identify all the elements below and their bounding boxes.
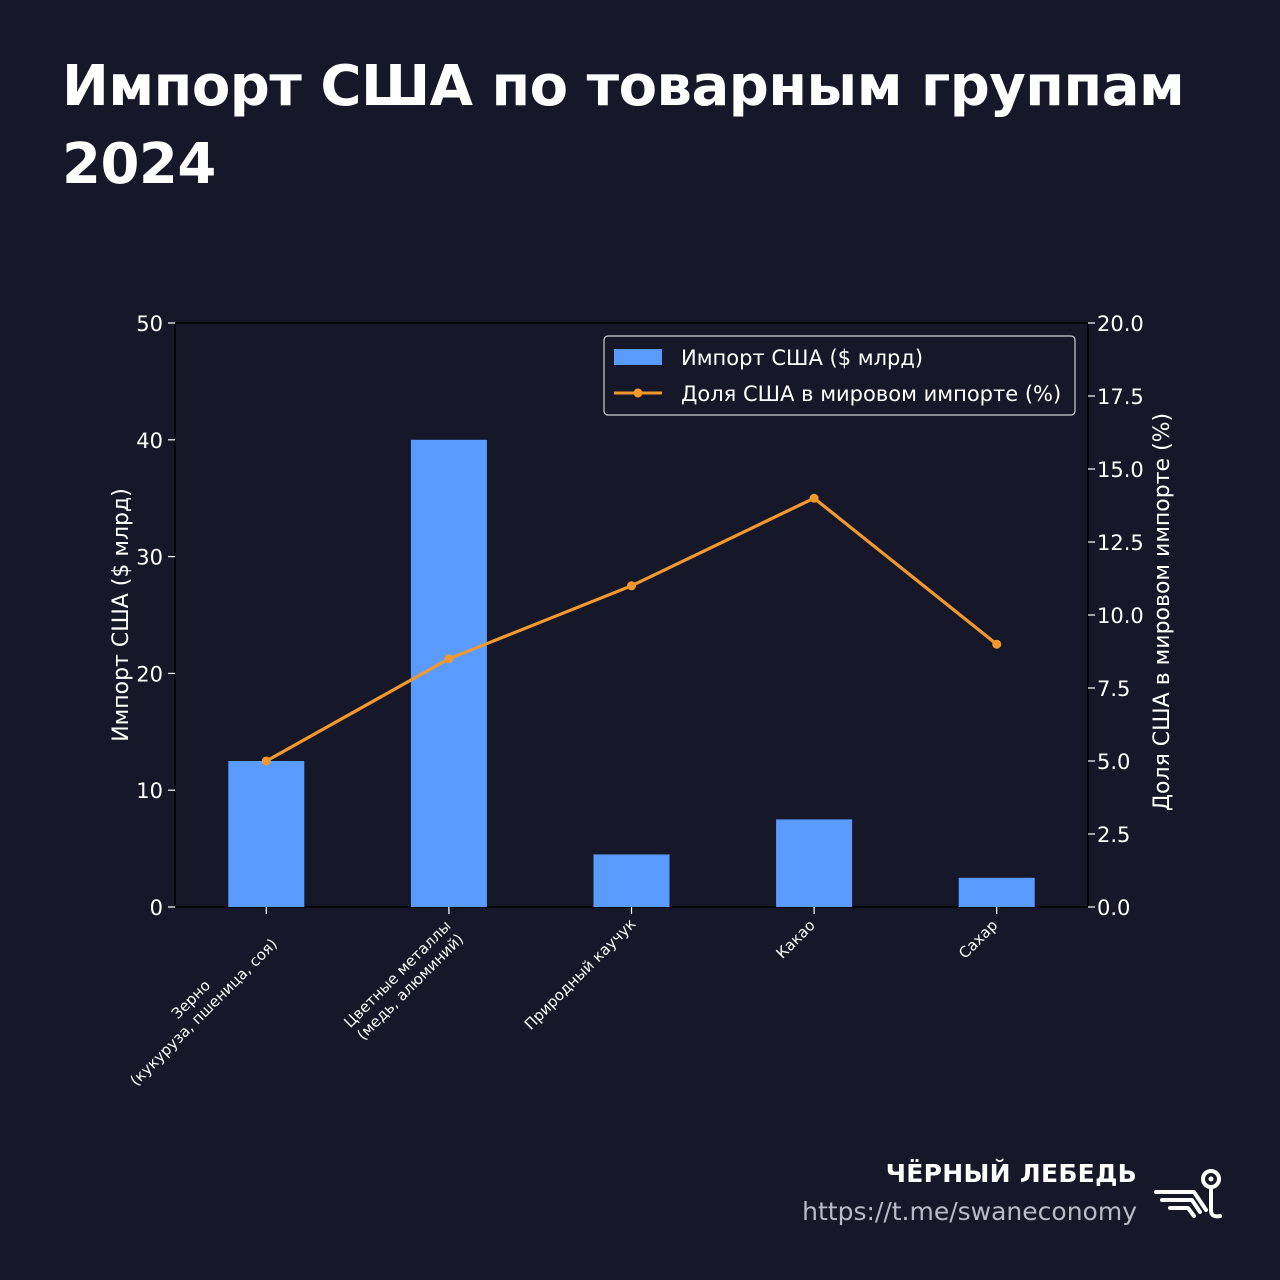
swan-logo-icon bbox=[1154, 1169, 1222, 1219]
telegram-link[interactable]: https://t.me/swaneconomy bbox=[802, 1197, 1137, 1226]
bar-3 bbox=[776, 819, 853, 907]
x-tick-label-line: Какао bbox=[773, 916, 819, 962]
share-point-1 bbox=[444, 654, 454, 664]
right-tick-label: 2.5 bbox=[1097, 823, 1130, 847]
bar-4 bbox=[958, 877, 1035, 907]
legend-box bbox=[603, 335, 1076, 416]
title-line-2: 2024 bbox=[62, 132, 216, 197]
y2-axis-label: Доля США в мировом импорте (%) bbox=[1150, 413, 1175, 811]
left-tick-label: 30 bbox=[136, 546, 163, 570]
x-tick-label-line: (кукуруза, пшеница, соя) bbox=[126, 935, 280, 1089]
title-line-1: Импорт США по товарным группам bbox=[62, 54, 1185, 119]
x-tick-label: Какао bbox=[773, 916, 819, 962]
right-tick-label: 5.0 bbox=[1097, 750, 1130, 774]
left-tick-label: 50 bbox=[136, 312, 163, 336]
share-point-2 bbox=[627, 581, 636, 591]
share-point-3 bbox=[809, 493, 819, 503]
bar-0 bbox=[228, 761, 305, 907]
x-tick-label-line: Природный каучук bbox=[521, 915, 640, 1034]
right-tick-label: 20.0 bbox=[1097, 312, 1144, 336]
left-tick-label: 0 bbox=[150, 896, 163, 920]
right-tick-label: 0.0 bbox=[1097, 896, 1130, 920]
share-point-0 bbox=[261, 756, 271, 766]
x-tick-label: Природный каучук bbox=[521, 915, 640, 1034]
x-tick-label-line: Сахар bbox=[955, 916, 1001, 962]
x-tick-label: Цветные металлы(медь, алюминий) bbox=[340, 917, 467, 1044]
right-tick-label: 15.0 bbox=[1097, 458, 1144, 482]
legend-bar-swatch bbox=[614, 349, 662, 365]
right-tick-label: 7.5 bbox=[1097, 677, 1130, 701]
right-tick-label: 10.0 bbox=[1097, 604, 1144, 628]
x-tick-label-line: (медь, алюминий) bbox=[353, 930, 467, 1044]
legend-line-marker bbox=[633, 388, 643, 398]
bar-2 bbox=[593, 854, 670, 907]
share-line bbox=[265, 496, 998, 763]
y-axis-label: Импорт США ($ млрд) bbox=[109, 488, 134, 742]
legend-bar-label: Импорт США ($ млрд) bbox=[681, 346, 923, 370]
left-tick-label: 40 bbox=[136, 429, 163, 453]
right-tick-label: 12.5 bbox=[1097, 531, 1144, 555]
left-tick-label: 10 bbox=[136, 779, 163, 803]
x-tick-label-line: Цветные металлы bbox=[340, 917, 454, 1031]
legend-line-label: Доля США в мировом импорте (%) bbox=[681, 382, 1061, 406]
chart-title: Импорт США по товарным группам 2024 bbox=[62, 48, 1212, 204]
x-tick-label: Зерно(кукуруза, пшеница, соя) bbox=[114, 922, 281, 1089]
x-tick-label: Сахар bbox=[955, 916, 1001, 962]
share-point-4 bbox=[992, 639, 1002, 649]
brand-name: ЧЁРНЫЙ ЛЕБЕДЬ bbox=[885, 1159, 1137, 1188]
left-tick-label: 20 bbox=[136, 662, 163, 686]
right-tick-label: 17.5 bbox=[1097, 385, 1144, 409]
